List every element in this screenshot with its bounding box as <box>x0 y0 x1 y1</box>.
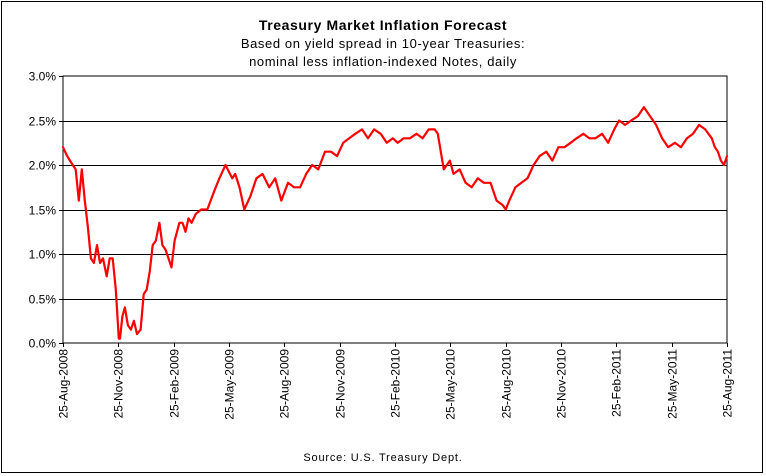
y-tick-label: 2.5% <box>29 115 57 129</box>
x-tick-label: 25-Aug-2011 <box>721 349 735 418</box>
x-tick-label: 25-Feb-2009 <box>168 349 182 418</box>
x-tick-label: 25-Aug-2010 <box>500 349 514 419</box>
plot-area <box>62 75 728 344</box>
chart-subtitle-line-1: Based on yield spread in 10-year Treasur… <box>240 36 526 51</box>
y-tick-label: 0.5% <box>29 293 57 307</box>
series-line <box>61 106 729 340</box>
x-tick-label: 25-Nov-2009 <box>334 349 348 419</box>
chart-subtitle-line-2: nominal less inflation-indexed Notes, da… <box>249 54 517 69</box>
x-tick-label: 25-Nov-2008 <box>112 349 126 419</box>
x-tick-label: 25-May-2010 <box>444 349 458 420</box>
x-tick-label: 25-Feb-2010 <box>389 349 403 418</box>
x-tick-label: 25-Feb-2011 <box>610 349 624 417</box>
x-tick-label: 25-Aug-2008 <box>57 349 71 419</box>
x-tick-label: 25-Aug-2009 <box>278 349 292 419</box>
y-tick-label: 1.5% <box>29 204 57 218</box>
y-tick-label: 1.0% <box>29 248 57 262</box>
y-tick-label: 2.0% <box>29 159 57 173</box>
source-note: Source: U.S. Treasury Dept. <box>303 452 463 464</box>
x-tick-label: 25-Nov-2010 <box>555 349 569 419</box>
y-tick-label: 0.0% <box>29 337 57 351</box>
x-tick-label: 25-May-2011 <box>666 349 680 419</box>
chart-title: Treasury Market Inflation Forecast <box>258 17 508 33</box>
x-tick-label: 25-May-2009 <box>223 349 237 420</box>
y-tick-label: 3.0% <box>29 70 57 84</box>
